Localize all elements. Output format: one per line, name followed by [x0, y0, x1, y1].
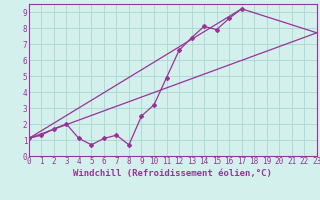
X-axis label: Windchill (Refroidissement éolien,°C): Windchill (Refroidissement éolien,°C) [73, 169, 272, 178]
